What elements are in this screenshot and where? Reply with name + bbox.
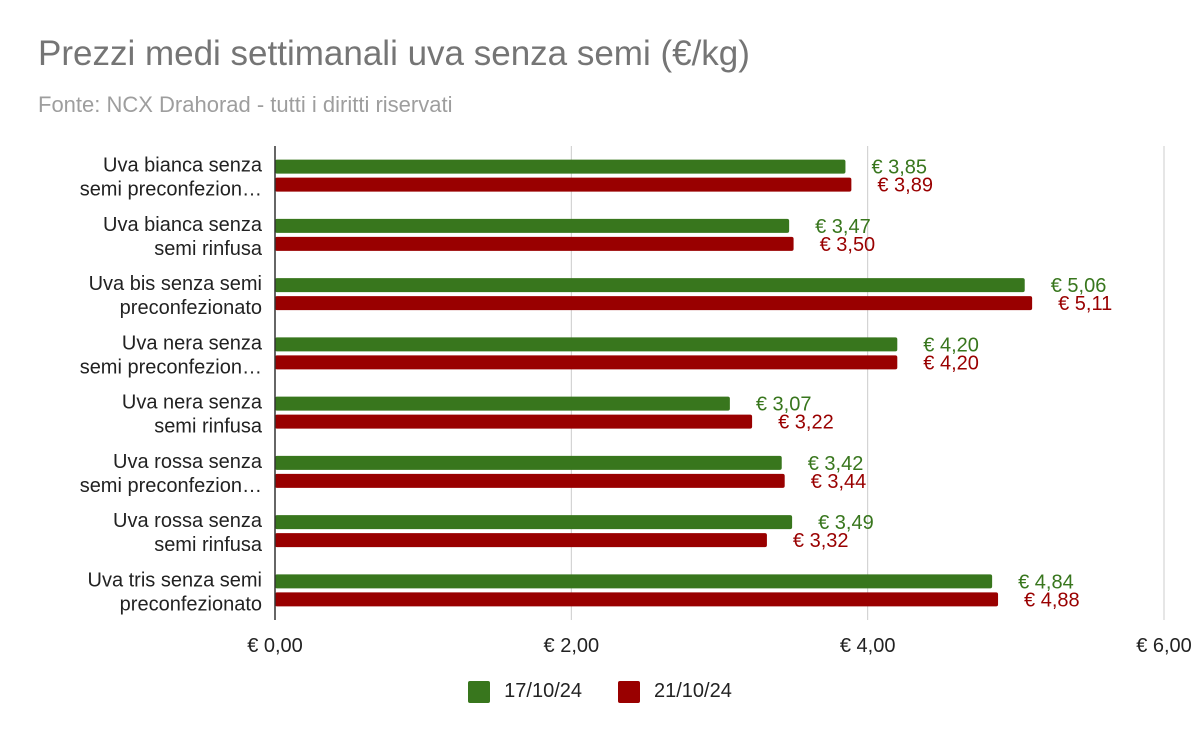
category-label: Uva nera senza (122, 332, 263, 354)
bar-series-2 (275, 473, 785, 488)
data-label: € 3,47 (815, 216, 871, 238)
bar-series-2 (275, 236, 794, 251)
bar-series-2 (275, 355, 898, 370)
category-label: semi preconfezion… (80, 179, 262, 201)
bar-series-1 (275, 337, 898, 352)
data-label: € 4,84 (1018, 571, 1074, 593)
data-label: € 3,32 (793, 530, 849, 552)
data-label: € 5,06 (1051, 275, 1107, 297)
x-tick-label: € 4,00 (840, 635, 896, 657)
bar-series-1 (275, 396, 730, 411)
bar-series-2 (275, 592, 999, 607)
bar-series-2 (275, 177, 852, 192)
category-label: preconfezionato (120, 593, 262, 615)
bar-series-1 (275, 159, 846, 174)
category-label: Uva nera senza (122, 392, 263, 414)
category-label: semi preconfezion… (80, 475, 262, 497)
legend-swatch-series-1 (468, 680, 491, 703)
bar-series-1 (275, 455, 782, 470)
bar-series-1 (275, 278, 1025, 293)
x-tick-label: € 2,00 (544, 635, 600, 657)
bar-series-1 (275, 574, 993, 589)
category-label: semi rinfusa (154, 416, 263, 438)
bar-series-2 (275, 414, 753, 429)
data-label: € 3,07 (756, 394, 812, 416)
bar-chart: € 0,00 € 2,00 € 4,00 € 6,00 € 3,85€ 3,89 Uva … (80, 146, 1192, 657)
x-tick-label: € 0,00 (247, 635, 303, 657)
legend-item-series-2: 21/10/24 (618, 680, 732, 703)
data-label: € 3,85 (871, 157, 927, 179)
legend-swatch-series-2 (618, 680, 640, 703)
chart-legend: 17/10/24 21/10/24 (0, 680, 1200, 703)
bar-series-1 (275, 218, 790, 233)
chart-subtitle: Fonte: NCX Drahorad - tutti i diritti ri… (38, 92, 453, 117)
legend-label-series-1: 17/10/24 (504, 680, 582, 702)
category-label: semi rinfusa (154, 534, 263, 556)
data-label: € 3,42 (808, 453, 864, 475)
bar-series-2 (275, 533, 767, 548)
data-label: € 3,49 (818, 512, 874, 534)
legend-label-series-2: 21/10/24 (654, 680, 732, 702)
data-label: € 4,20 (923, 352, 979, 374)
data-label: € 3,50 (820, 234, 876, 256)
bar-series-2 (275, 296, 1033, 311)
category-label: Uva rossa senza (113, 451, 263, 473)
data-label: € 3,22 (778, 412, 834, 434)
category-label: Uva bianca senza (103, 155, 263, 177)
category-label: Uva rossa senza (113, 510, 263, 532)
data-label: € 5,11 (1058, 293, 1112, 315)
data-label: € 3,89 (877, 175, 933, 197)
data-label: € 4,88 (1024, 589, 1080, 611)
category-label: Uva bis senza semi (89, 273, 262, 295)
category-label: Uva tris senza semi (88, 569, 263, 591)
x-tick-label: € 6,00 (1136, 635, 1192, 657)
legend-item-series-1: 17/10/24 (468, 680, 582, 703)
category-label: semi preconfezion… (80, 356, 262, 378)
data-label: € 4,20 (923, 334, 979, 356)
category-label: semi rinfusa (154, 238, 263, 260)
data-label: € 3,44 (811, 471, 867, 493)
chart-title: Prezzi medi settimanali uva senza semi (… (38, 34, 750, 73)
category-label: Uva bianca senza (103, 214, 263, 236)
category-label: preconfezionato (120, 297, 262, 319)
bar-series-1 (275, 515, 793, 530)
